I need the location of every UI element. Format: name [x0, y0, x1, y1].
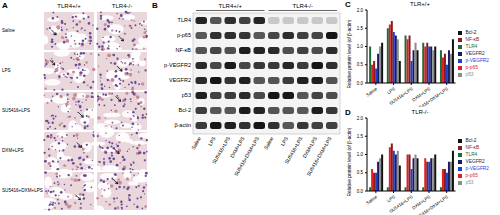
svg-text:DXM+LPS: DXM+LPS	[8, 148, 24, 153]
html-text:p-VEGFR2: p-VEGFR2	[465, 166, 489, 171]
svg-text:SU5416+LPS: SU5416+LPS	[388, 194, 413, 214]
html-text:TLR4: TLR4	[465, 44, 478, 49]
svg-text:Bcl-2: Bcl-2	[178, 107, 191, 113]
html-text:Relative protein level (of β-a: Relative protein level (of β-actin)	[346, 127, 351, 196]
svg-text:0.0: 0.0	[357, 189, 364, 194]
svg-text:LPS: LPS	[386, 86, 396, 95]
html-text:Bcl-2: Bcl-2	[465, 138, 477, 143]
svg-text:LPS: LPS	[386, 194, 396, 203]
html-text:NF-κB: NF-κB	[465, 37, 480, 42]
svg-text:0.0: 0.0	[357, 81, 364, 86]
svg-text:SU5416+DXM+LPS: SU5416+DXM+LPS	[305, 135, 333, 177]
html-text:VEGFR2: VEGFR2	[465, 51, 485, 56]
svg-text:SU5416+LPS: SU5416+LPS	[8, 108, 30, 113]
svg-text:1.0: 1.0	[357, 152, 364, 157]
svg-text:2.0: 2.0	[357, 8, 364, 13]
svg-text:1.5: 1.5	[357, 26, 364, 31]
svg-text:β-actin: β-actin	[174, 122, 191, 128]
svg-text:LPS: LPS	[279, 135, 289, 147]
svg-text:1.5: 1.5	[357, 134, 364, 139]
svg-text:TLR4+/+: TLR4+/+	[57, 3, 81, 9]
html-text:NF-κB: NF-κB	[465, 145, 480, 150]
svg-text:TLR4-/-: TLR4-/-	[112, 3, 132, 9]
svg-text:2.0: 2.0	[357, 116, 364, 121]
svg-text:0.5: 0.5	[357, 62, 364, 67]
svg-text:LPS: LPS	[207, 135, 217, 147]
svg-text:Saline: Saline	[365, 194, 379, 206]
svg-text:TLR4: TLR4	[178, 17, 191, 23]
html-text:p53: p53	[465, 180, 474, 185]
html-text:TLR-/-: TLR-/-	[411, 109, 429, 115]
svg-text:B: B	[152, 1, 158, 10]
svg-text:SU5416+DXM+LPS: SU5416+DXM+LPS	[8, 188, 43, 193]
html-text:TLR+/+: TLR+/+	[410, 1, 430, 7]
svg-text:Saline: Saline	[365, 86, 379, 98]
html-text:p53: p53	[465, 72, 474, 77]
svg-text:NF-κB: NF-κB	[175, 47, 191, 53]
svg-text:SU5416+LPS: SU5416+LPS	[283, 135, 304, 165]
svg-text:p-VEGFR2: p-VEGFR2	[164, 62, 191, 68]
html-text:C: C	[345, 0, 351, 9]
html-text:TLR4: TLR4	[465, 152, 478, 157]
svg-text:VEGFR2: VEGFR2	[169, 77, 191, 83]
html-text:VEGFR2: VEGFR2	[465, 159, 485, 164]
svg-text:Saline: Saline	[262, 135, 274, 150]
svg-text:SU5416+LPS: SU5416+LPS	[388, 86, 413, 106]
svg-text:p53: p53	[182, 92, 191, 98]
svg-text:SU5416+LPS: SU5416+LPS	[211, 135, 232, 165]
html-text:p-p65: p-p65	[465, 173, 478, 178]
html-text:D: D	[345, 108, 351, 117]
svg-text:p-p65: p-p65	[177, 32, 191, 38]
svg-text:0.5: 0.5	[357, 170, 364, 175]
html-text:p-p65: p-p65	[465, 65, 478, 70]
html-text:Bcl-2: Bcl-2	[465, 30, 477, 35]
svg-text:1.0: 1.0	[357, 44, 364, 49]
svg-text:TLR4+/+: TLR4+/+	[219, 3, 243, 9]
html-text:p-VEGFR2: p-VEGFR2	[465, 58, 489, 63]
svg-text:SU5416+DXM+LPS: SU5416+DXM+LPS	[413, 194, 449, 215]
svg-text:SU5416+DXM+LPS: SU5416+DXM+LPS	[233, 135, 261, 177]
svg-text:Saline: Saline	[190, 135, 202, 150]
html-text:Relative protein level (of β-a: Relative protein level (of β-actin)	[346, 19, 351, 88]
svg-text:SU5416+DXM+LPS: SU5416+DXM+LPS	[413, 86, 449, 107]
svg-text:Saline: Saline	[8, 28, 15, 33]
svg-text:TLR4-/-: TLR4-/-	[293, 3, 313, 9]
svg-text:LPS: LPS	[8, 68, 11, 73]
